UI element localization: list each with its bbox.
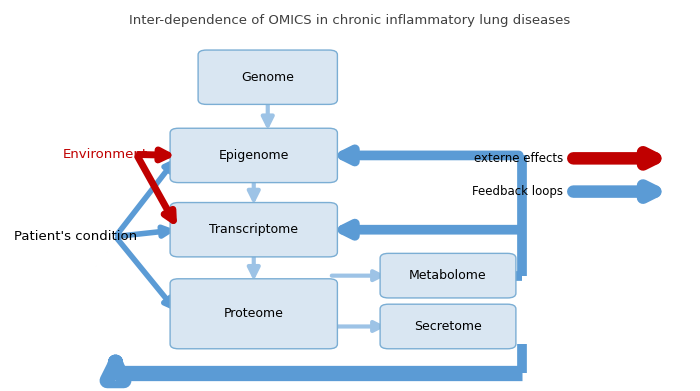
Text: externe effects: externe effects	[475, 152, 564, 165]
Text: Transcriptome: Transcriptome	[209, 223, 298, 236]
FancyBboxPatch shape	[170, 203, 337, 257]
Text: Inter-dependence of OMICS in chronic inflammatory lung diseases: Inter-dependence of OMICS in chronic inf…	[130, 14, 570, 27]
FancyBboxPatch shape	[380, 253, 516, 298]
Text: Metabolome: Metabolome	[410, 269, 486, 282]
Text: Secretome: Secretome	[414, 320, 482, 333]
Text: Environment: Environment	[63, 148, 148, 161]
FancyBboxPatch shape	[380, 304, 516, 349]
FancyBboxPatch shape	[170, 128, 337, 183]
Text: Genome: Genome	[241, 71, 294, 84]
Text: Patient's condition: Patient's condition	[14, 230, 137, 243]
Text: Proteome: Proteome	[224, 307, 284, 320]
FancyBboxPatch shape	[198, 50, 337, 104]
FancyBboxPatch shape	[170, 279, 337, 349]
Text: Feedback loops: Feedback loops	[473, 185, 564, 198]
Text: Epigenome: Epigenome	[218, 149, 289, 162]
